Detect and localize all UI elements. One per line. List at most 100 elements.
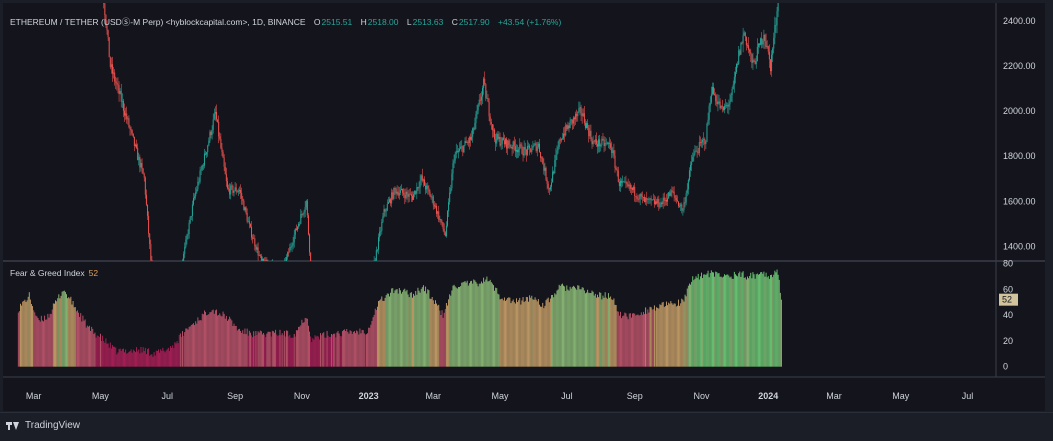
candle-body [733, 84, 734, 88]
candle-body [704, 139, 705, 144]
fear-greed-bar [350, 330, 351, 366]
candle-body [486, 98, 487, 99]
candle-body [624, 182, 625, 183]
fear-greed-bar [201, 320, 202, 366]
candle-body [743, 35, 744, 43]
candle-body [542, 158, 543, 164]
candle-body [560, 140, 561, 141]
candle-body [307, 201, 308, 216]
right-scrollbar[interactable] [1046, 3, 1053, 411]
fear-greed-bar [105, 338, 106, 366]
candle-body [598, 139, 599, 146]
candle-body [383, 209, 384, 216]
candle-body [482, 88, 483, 97]
candle-body [144, 174, 145, 178]
fear-greed-bar [112, 345, 113, 367]
fear-greed-bar [604, 298, 605, 367]
fear-greed-bar [773, 275, 774, 367]
fear-greed-bar [644, 314, 645, 367]
tradingview-brand[interactable]: TradingView [6, 420, 80, 431]
candle-body [110, 57, 111, 67]
fear-greed-bar [239, 329, 240, 367]
fear-greed-bar [63, 291, 64, 367]
fear-greed-bar [185, 328, 186, 366]
fear-greed-bar [447, 306, 448, 367]
fear-greed-bar [18, 313, 19, 367]
fear-greed-bar [721, 277, 722, 367]
candle-body [137, 148, 138, 160]
fear-greed-bar [43, 321, 44, 366]
fear-greed-bar [547, 299, 548, 367]
fear-greed-bar [334, 334, 335, 367]
candle-body [623, 182, 624, 183]
fear-greed-bar [131, 349, 132, 366]
fear-greed-bar [692, 276, 693, 366]
candle-body [543, 164, 544, 171]
fear-greed-bar [327, 331, 328, 367]
fear-greed-bar [402, 292, 403, 367]
candle-body [247, 213, 248, 222]
fear-greed-bar [287, 331, 288, 367]
candle-body [706, 124, 707, 142]
candle-body [685, 202, 686, 203]
chart-svg[interactable]: 1400.001600.001800.002000.002200.002400.… [3, 3, 1045, 411]
fear-greed-bar [647, 309, 648, 366]
fear-greed-bar [633, 313, 634, 367]
candle-body [483, 79, 484, 88]
fear-greed-bar [232, 326, 233, 367]
fear-greed-bar [357, 331, 358, 366]
time-tick-label: Mar [826, 391, 842, 401]
fear-greed-bar [359, 329, 360, 367]
fear-greed-bar [749, 276, 750, 367]
fear-greed-bar [85, 319, 86, 366]
candle-body [377, 250, 378, 251]
fear-greed-bar [275, 330, 276, 367]
fear-greed-bar [426, 294, 427, 367]
fear-greed-bar [349, 334, 350, 367]
fear-greed-bar [148, 348, 149, 366]
fear-greed-bar [456, 288, 457, 367]
candle-body [136, 145, 137, 148]
candle-body [705, 142, 706, 144]
fear-greed-bar [390, 293, 391, 367]
candle-body [643, 197, 644, 198]
candle-body [457, 151, 458, 152]
candle-body [186, 236, 187, 240]
fear-greed-bar [399, 288, 400, 367]
fear-greed-bar [450, 296, 451, 367]
fear-greed-bar [290, 338, 291, 367]
candle-body [696, 151, 697, 152]
fear-greed-bar [738, 273, 739, 366]
fear-greed-bar [262, 334, 263, 366]
candle-body [296, 229, 297, 231]
fear-greed-bar [374, 315, 375, 367]
fear-greed-bar [296, 330, 297, 366]
fear-greed-bar [168, 348, 169, 367]
candle-body [422, 175, 423, 180]
fear-greed-bar [518, 300, 519, 366]
candle-body [412, 196, 413, 200]
change-value: +43.54 (+1.76%) [498, 17, 561, 27]
fear-greed-bar [763, 272, 764, 367]
fear-greed-bar [158, 349, 159, 366]
candle-body [193, 198, 194, 205]
fear-greed-bar [432, 297, 433, 367]
candle-body [554, 160, 555, 173]
candle-body [439, 219, 440, 220]
candle-body [423, 179, 424, 180]
fear-greed-bar [154, 352, 155, 367]
fear-greed-bar [254, 336, 255, 367]
fear-greed-bar [409, 297, 410, 367]
time-tick-label: 2024 [758, 391, 778, 401]
fear-greed-bar [92, 329, 93, 367]
fear-greed-bar [755, 279, 756, 367]
candle-body [424, 179, 425, 185]
fear-greed-bar [679, 306, 680, 367]
time-tick-label: Mar [26, 391, 42, 401]
low-value: 2513.63 [413, 17, 444, 27]
fear-greed-bar [491, 282, 492, 367]
fear-greed-bar [317, 336, 318, 367]
symbol-title[interactable]: ETHEREUM / TETHER (USDⓈ-M Perp) <hyblock… [10, 17, 306, 27]
